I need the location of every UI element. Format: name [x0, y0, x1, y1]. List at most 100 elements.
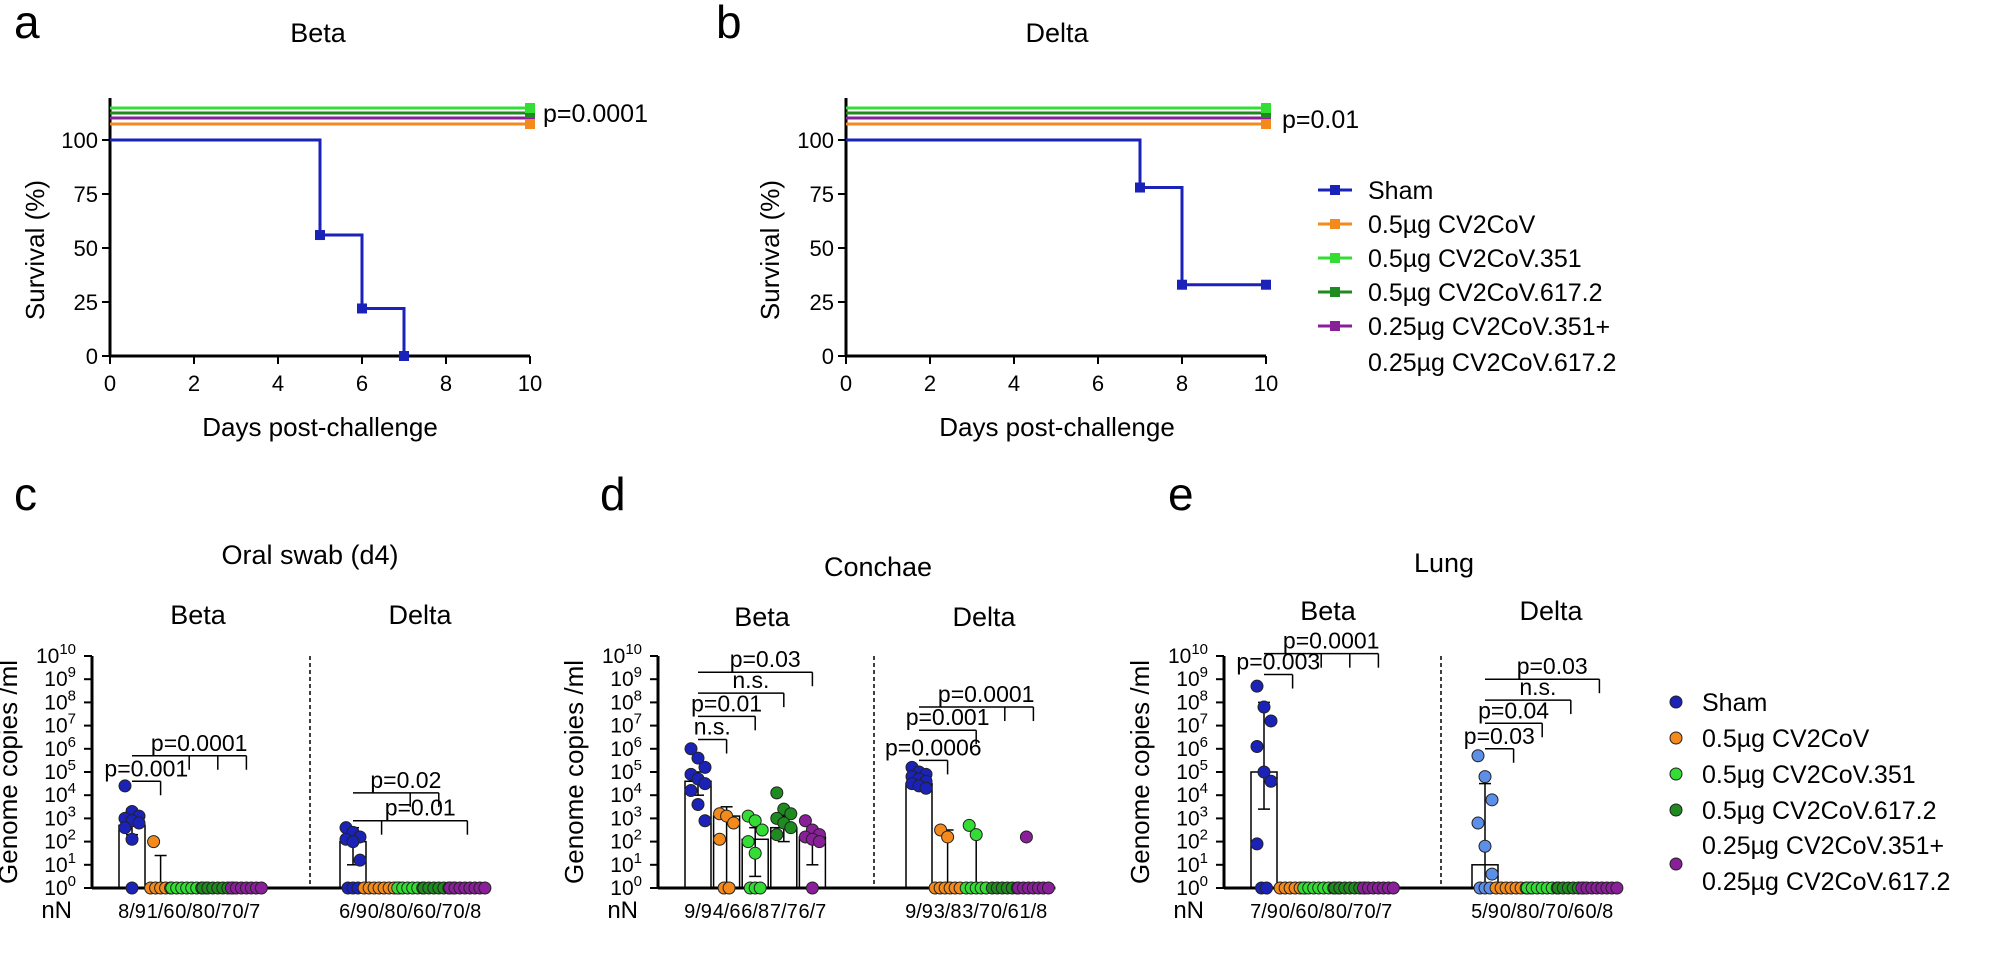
y-tick-base: 10	[610, 715, 633, 738]
n-label: 0/7	[425, 901, 453, 923]
group-4	[224, 881, 268, 895]
data-point	[1019, 830, 1033, 844]
data-point	[941, 830, 955, 844]
survival-line	[846, 138, 1266, 287]
x-tick-label: 8	[1176, 371, 1188, 396]
data-point	[713, 832, 727, 846]
legend-label: 0.5µg CV2CoV.617.2	[1702, 797, 1937, 825]
significance-bracket: p=0.03	[698, 646, 814, 687]
group-9	[1575, 881, 1624, 895]
panel-e-group-delta: Delta	[1519, 596, 1583, 626]
bracket-label: p=0.001	[104, 755, 188, 781]
n-label: 0/7	[204, 901, 232, 923]
legend-label: Sham	[1368, 177, 1433, 205]
group-3	[770, 786, 798, 889]
data-point	[1485, 793, 1499, 807]
n-label: 0/7	[1528, 901, 1556, 923]
y-tick-base: 10	[602, 645, 625, 668]
panel-a-title: Beta	[290, 18, 347, 48]
bracket-label: p=0.01	[691, 690, 762, 716]
viral-legend: Sham 0.5µg CV2CoV 0.5µg CV2CoV.351 0.5µg CV…	[1669, 689, 1950, 896]
significance-bracket: n.s.	[1485, 674, 1572, 715]
legend-item-cv617: 0.5µg CV2CoV.617.2	[1669, 797, 1937, 825]
data-point	[727, 816, 741, 830]
n-label-caption: nN	[607, 897, 638, 924]
y-tick-base: 10	[36, 645, 59, 668]
y-tick-base: 10	[610, 668, 633, 691]
panel-letter-e: e	[1168, 468, 1194, 520]
y-tick-exponent: 6	[68, 734, 76, 751]
x-tick-label: 0	[104, 371, 116, 396]
y-tick-base: 10	[1176, 877, 1199, 900]
y-tick-label: 108	[610, 687, 642, 714]
y-tick-exponent: 1	[1200, 850, 1208, 867]
y-tick-base: 10	[1176, 831, 1199, 854]
y-tick-exponent: 3	[68, 803, 76, 820]
y-tick-label: 50	[810, 236, 834, 261]
y-tick-label: 75	[74, 182, 98, 207]
y-tick-label: 1010	[36, 641, 76, 668]
n-label: 0/8	[1307, 901, 1335, 923]
data-point	[1250, 679, 1264, 693]
data-point	[691, 797, 705, 811]
n-label: 6/7	[798, 901, 826, 923]
legend-label-2: 0.25µg CV2CoV.617.2	[1368, 349, 1616, 377]
data-point	[722, 881, 736, 895]
significance-bracket: p=0.0006	[885, 734, 982, 775]
n-label: 0/7	[1364, 901, 1392, 923]
survival-series	[846, 103, 1271, 113]
y-tick-label: 103	[610, 803, 642, 830]
legend-item-combo: 0.25µg CV2CoV.351+ 0.25µg CV2CoV.617.2	[1669, 832, 1950, 896]
data-point	[125, 881, 139, 895]
y-tick-label: 102	[44, 827, 76, 854]
y-tick-exponent: 4	[634, 780, 642, 797]
y-tick-base: 10	[610, 831, 633, 854]
n-label: 3/7	[962, 901, 990, 923]
bracket-label: p=0.003	[1236, 649, 1320, 675]
n-label: 0/8	[453, 901, 481, 923]
y-tick-base: 10	[1176, 761, 1199, 784]
bracket-label: p=0.0001	[938, 681, 1035, 707]
y-tick-label: 105	[44, 757, 76, 784]
y-tick-label: 0	[822, 344, 834, 369]
legend-dot	[1669, 857, 1683, 871]
data-point	[125, 832, 139, 846]
n-label: 9/9	[905, 901, 933, 923]
y-tick-label: 101	[44, 850, 76, 877]
data-point	[346, 835, 360, 849]
survival-marker	[1261, 279, 1271, 290]
data-point	[1260, 881, 1273, 895]
significance-bracket: p=0.003	[1236, 649, 1320, 689]
legend-marker	[1330, 185, 1340, 195]
bracket-label: p=0.0001	[1283, 628, 1380, 654]
panel-b-ylabel: Survival (%)	[755, 180, 785, 320]
legend-item-cv2cov: 0.5µg CV2CoV	[1669, 725, 1870, 753]
legend-label-2: 0.25µg CV2CoV.617.2	[1702, 868, 1950, 896]
legend-marker	[1330, 253, 1340, 263]
y-tick-label: 101	[610, 850, 642, 877]
panel-c-group-beta: Beta	[170, 600, 227, 630]
data-point	[1264, 714, 1278, 728]
group-6	[928, 823, 967, 895]
group-4	[798, 814, 827, 895]
y-tick-base: 10	[44, 715, 67, 738]
n-label: 0/8	[368, 901, 396, 923]
legend-label: 0.5µg CV2CoV.351	[1702, 761, 1916, 789]
n-label: 0/6	[991, 901, 1019, 923]
y-tick-base: 10	[44, 807, 67, 830]
y-tick-exponent: 5	[1200, 757, 1208, 774]
legend-item-sham: Sham	[1669, 689, 1767, 717]
data-point	[1478, 839, 1492, 853]
y-tick-label: 109	[44, 664, 76, 691]
y-tick-exponent: 8	[634, 687, 642, 704]
y-tick-base: 10	[1176, 807, 1199, 830]
viral-chart-d: 1001011021031041051061071081091010Genome…	[559, 641, 1056, 924]
group-2	[741, 809, 769, 895]
significance-bracket: p=0.0001	[132, 730, 247, 770]
bracket-label: n.s.	[694, 714, 731, 740]
legend-item-cv351: 0.5µg CV2CoV.351	[1318, 245, 1582, 273]
bracket-label: p=0.03	[730, 646, 801, 672]
y-tick-base: 10	[44, 691, 67, 714]
y-tick-exponent: 1	[634, 850, 642, 867]
significance-bracket: p=0.01	[353, 795, 469, 835]
